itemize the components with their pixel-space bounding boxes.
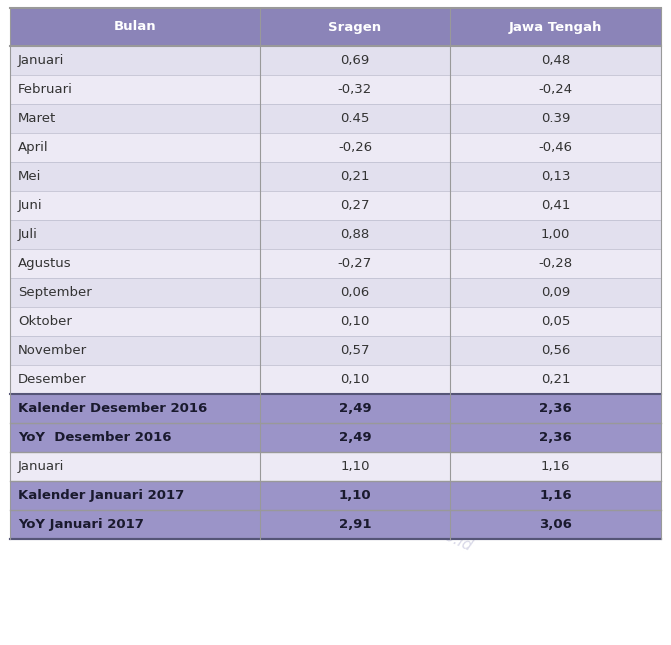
Bar	[10, 394, 661, 423]
Bar	[10, 133, 661, 162]
Bar	[10, 481, 661, 510]
Text: 1,00: 1,00	[541, 228, 570, 241]
Text: 0,69: 0,69	[340, 54, 370, 67]
Text: 2,49: 2,49	[339, 402, 371, 415]
Bar	[10, 220, 661, 249]
Text: Februari: Februari	[18, 83, 73, 96]
Text: -0,24: -0,24	[538, 83, 572, 96]
Bar	[10, 162, 661, 191]
Text: 3,06: 3,06	[539, 518, 572, 531]
Bar	[10, 336, 661, 365]
Text: 2,49: 2,49	[339, 431, 371, 444]
Text: Januari: Januari	[18, 54, 64, 67]
Bar	[10, 249, 661, 278]
Text: 0.39: 0.39	[541, 112, 570, 125]
Text: Agustus: Agustus	[18, 257, 72, 270]
Text: 0,06: 0,06	[340, 286, 370, 299]
Bar	[10, 307, 661, 336]
Bar	[10, 104, 661, 133]
Bar	[10, 75, 661, 104]
Text: YoY  Desember 2016: YoY Desember 2016	[18, 431, 172, 444]
Bar	[10, 46, 661, 75]
Text: -0,26: -0,26	[338, 141, 372, 154]
Text: 0,27: 0,27	[340, 199, 370, 212]
Text: 0,56: 0,56	[541, 344, 570, 357]
Bar	[10, 510, 661, 539]
Text: 0,09: 0,09	[541, 286, 570, 299]
Text: April: April	[18, 141, 48, 154]
Text: 0,21: 0,21	[541, 373, 570, 386]
Text: 1,10: 1,10	[340, 460, 370, 473]
Text: 1,16: 1,16	[539, 489, 572, 502]
Text: -0,32: -0,32	[338, 83, 372, 96]
Text: Juli: Juli	[18, 228, 38, 241]
Text: 0.45: 0.45	[340, 112, 370, 125]
Text: 2,36: 2,36	[539, 402, 572, 415]
Text: Kalender Desember 2016: Kalender Desember 2016	[18, 402, 207, 415]
Bar	[10, 278, 661, 307]
Text: 2,91: 2,91	[339, 518, 371, 531]
Bar	[10, 8, 661, 46]
Text: http://sragenkab.bps.go.id: http://sragenkab.bps.go.id	[286, 455, 474, 554]
Text: Jawa Tengah: Jawa Tengah	[509, 21, 602, 34]
Text: Oktober: Oktober	[18, 315, 72, 328]
Text: Mei: Mei	[18, 170, 42, 183]
Text: November: November	[18, 344, 87, 357]
Text: Desember: Desember	[18, 373, 87, 386]
Text: 0,05: 0,05	[541, 315, 570, 328]
Text: YoY Januari 2017: YoY Januari 2017	[18, 518, 144, 531]
Text: -0,46: -0,46	[539, 141, 572, 154]
Text: 0,21: 0,21	[340, 170, 370, 183]
Text: 1,16: 1,16	[541, 460, 570, 473]
Text: Kalender Januari 2017: Kalender Januari 2017	[18, 489, 185, 502]
Text: September: September	[18, 286, 92, 299]
Bar	[10, 365, 661, 394]
Text: 0,41: 0,41	[541, 199, 570, 212]
Text: Januari: Januari	[18, 460, 64, 473]
Bar	[10, 191, 661, 220]
Text: 0,10: 0,10	[340, 315, 370, 328]
Bar	[10, 452, 661, 481]
Text: 0,10: 0,10	[340, 373, 370, 386]
Text: 0,48: 0,48	[541, 54, 570, 67]
Text: Maret: Maret	[18, 112, 56, 125]
Text: -0,28: -0,28	[538, 257, 572, 270]
Text: 0,57: 0,57	[340, 344, 370, 357]
Text: Sragen: Sragen	[328, 21, 382, 34]
Text: 1,10: 1,10	[339, 489, 371, 502]
Text: Juni: Juni	[18, 199, 43, 212]
Text: 0,88: 0,88	[340, 228, 370, 241]
Text: 2,36: 2,36	[539, 431, 572, 444]
Text: -0,27: -0,27	[338, 257, 372, 270]
Bar	[10, 423, 661, 452]
Text: 0,13: 0,13	[541, 170, 570, 183]
Text: Bulan: Bulan	[113, 21, 156, 34]
